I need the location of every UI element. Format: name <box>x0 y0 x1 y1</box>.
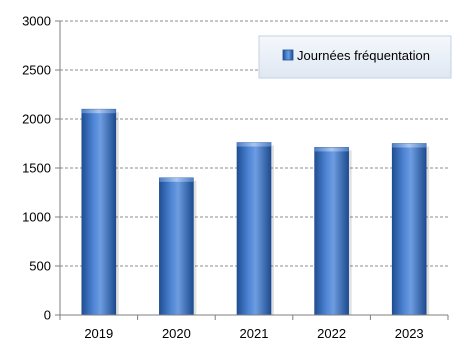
bar-2020 <box>159 177 194 316</box>
bar-cap <box>237 142 271 147</box>
bar-2019 <box>81 108 117 316</box>
y-tick-label: 1500 <box>22 161 51 176</box>
x-tick-label: 2021 <box>240 326 269 341</box>
legend-label: Journées fréquentation <box>297 48 430 63</box>
bar-2022 <box>314 147 349 316</box>
y-axis: 0 500 1000 1500 2000 2500 3000 <box>22 14 61 323</box>
x-tick-label: 2022 <box>317 326 346 341</box>
y-tick-label: 500 <box>29 259 51 274</box>
bars <box>81 108 430 316</box>
bar-cap <box>159 177 194 182</box>
bar-2021 <box>236 142 272 316</box>
y-tick-label: 2500 <box>22 63 51 78</box>
y-tick-label: 3000 <box>22 14 51 29</box>
y-tick-label: 0 <box>44 308 51 323</box>
bar-cap <box>81 109 116 114</box>
bar-cap <box>314 147 349 152</box>
y-tick-label: 1000 <box>22 210 51 225</box>
legend-swatch <box>282 49 294 61</box>
y-tick-label: 2000 <box>22 112 51 127</box>
bar-cap <box>392 143 427 148</box>
x-tick-label: 2019 <box>84 326 113 341</box>
legend: Journées fréquentation <box>258 35 452 79</box>
x-tick-label: 2023 <box>395 326 424 341</box>
x-tick-label: 2020 <box>162 326 191 341</box>
x-axis: 2019 2020 2021 2022 2023 <box>59 314 449 341</box>
bar-2023 <box>391 143 427 316</box>
